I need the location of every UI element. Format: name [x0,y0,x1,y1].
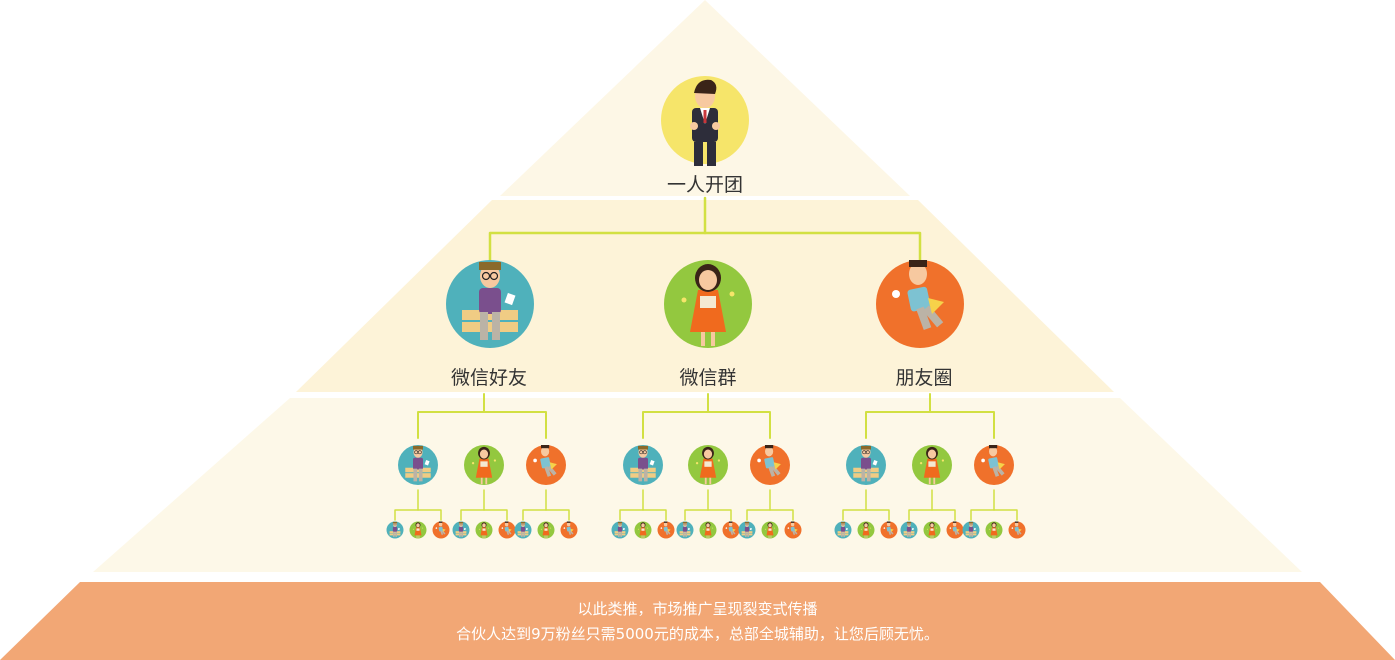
connector-root [488,196,922,268]
figure-level4-2-3-flying-man [784,521,802,539]
pyramid-band-lower [93,398,1302,572]
figure-level4-1-1-flying-man [432,521,450,539]
connector-level4-1-2 [460,489,508,521]
connector-level4-3-1 [842,489,890,521]
figure-level4-2-1-glasses-man [611,521,629,539]
footer-line-2: 合伙人达到9万粉丝只需5000元的成本，总部全城辅助，让您后顾无忧。 [456,625,939,643]
figure-level2-glasses-man [446,260,534,348]
figure-level4-1-3-flying-man [560,521,578,539]
figure-level3-2-woman [688,445,728,485]
figure-level4-2-1-woman [634,521,652,539]
connector-level4-3-2 [908,489,956,521]
figure-level4-1-1-glasses-man [386,521,404,539]
pyramid-base [0,582,1395,660]
branch-label-wechat-friends: 微信好友 [450,367,528,389]
figure-level4-2-3-woman [761,521,779,539]
connector-level3-group-3 [865,393,995,439]
connector-lines [394,196,1018,521]
figure-level4-1-2-glasses-man [452,521,470,539]
connector-level4-3-3 [970,489,1018,521]
figure-level4-3-1-glasses-man [834,521,852,539]
figure-level3-1-flying-man [526,445,566,485]
branch-label-wechat-group: 微信群 [679,367,737,389]
figure-level3-1-woman [464,445,504,485]
footer-line-1: 以此类推，市场推广呈现裂变式传播 [577,600,818,618]
figure-level4-3-1-flying-man [880,521,898,539]
branch-label-moments: 朋友圈 [895,367,953,389]
figure-level3-2-flying-man [750,445,790,485]
figure-level2-woman [664,260,752,348]
figure-level3-1-glasses-man [398,445,438,485]
figure-level4-1-3-glasses-man [514,521,532,539]
connector-level4-1-1 [394,489,442,521]
connector-level4-2-3 [746,489,794,521]
connector-level3-group-2 [642,393,771,439]
connector-level4-2-2 [684,489,732,521]
connector-level4-1-3 [522,489,570,521]
figure-level4-2-2-glasses-man [676,521,694,539]
connector-level4-2-1 [619,489,667,521]
figure-level4-3-3-woman [985,521,1003,539]
figure-level4-1-2-woman [475,521,493,539]
figure-root-businessman [661,76,749,166]
figure-layer [386,76,1026,539]
figure-level2-flying-man [876,260,964,348]
figure-level4-3-2-glasses-man [900,521,918,539]
figure-level3-3-glasses-man [846,445,886,485]
figure-level3-3-woman [912,445,952,485]
figure-level4-3-3-flying-man [1008,521,1026,539]
figure-level4-3-2-flying-man [946,521,964,539]
connector-level3-group-1 [417,393,547,439]
figure-level3-3-flying-man [974,445,1014,485]
figure-level4-2-2-flying-man [722,521,740,539]
figure-level4-1-2-flying-man [498,521,516,539]
figure-level4-2-1-flying-man [657,521,675,539]
figure-level4-2-2-woman [699,521,717,539]
figure-level4-1-1-woman [409,521,427,539]
figure-level3-2-glasses-man [623,445,663,485]
figure-level4-3-2-woman [923,521,941,539]
figure-level4-2-3-glasses-man [738,521,756,539]
figure-level4-1-3-woman [537,521,555,539]
root-label: 一人开团 [666,174,744,196]
figure-level4-3-1-woman [857,521,875,539]
figure-level4-3-3-glasses-man [962,521,980,539]
